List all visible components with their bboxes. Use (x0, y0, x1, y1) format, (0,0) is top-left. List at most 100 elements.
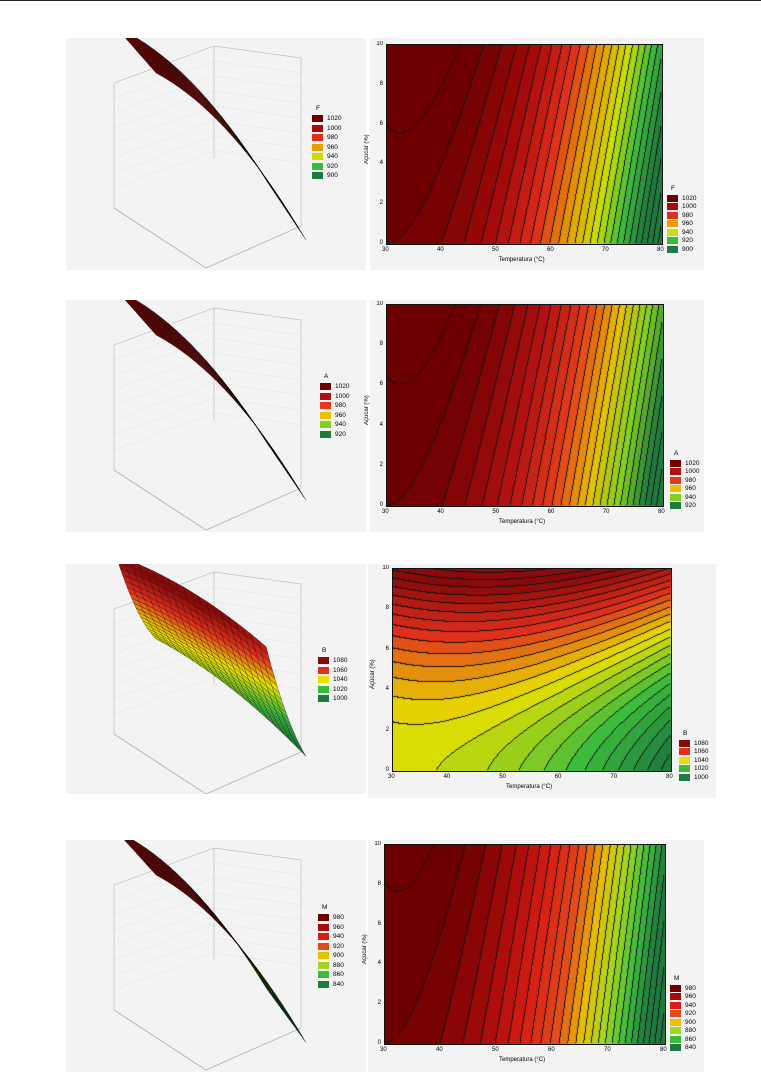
surface-grid-line (213, 907, 302, 921)
surface-grid-line (213, 322, 302, 336)
x-tick-label: 50 (492, 247, 499, 253)
contour-legend-A: A 1020 1000 980 960 940 920 (670, 450, 699, 510)
legend-label: 960 (327, 143, 338, 151)
legend-swatch (670, 459, 681, 467)
contour-legend-entry: 1000 (667, 203, 696, 212)
x-tick-label: 70 (602, 509, 610, 515)
legend-swatch (320, 430, 331, 438)
legend-swatch (670, 1001, 681, 1009)
contour-legend-entry: 880 (670, 1027, 696, 1036)
y-tick-label: 10 (382, 565, 389, 571)
x-axis-label: Temperatura (°C) (498, 257, 545, 263)
legend-swatch (318, 695, 329, 703)
legend-label: 960 (682, 220, 693, 228)
legend-swatch (320, 383, 331, 391)
legend-label: 1060 (333, 666, 348, 674)
surface-facet (258, 639, 269, 656)
legend-swatch (320, 392, 331, 400)
surface-grid-line (213, 150, 302, 164)
legend-swatch (318, 685, 329, 693)
y-tick-label: 6 (377, 920, 381, 927)
legend-label: 1000 (335, 392, 350, 400)
surface-legend-entry: 960 (320, 411, 349, 421)
surface-facet (228, 125, 239, 139)
legend-label: 980 (682, 211, 693, 219)
y-axis-label: Açúcar (%) (364, 394, 370, 425)
legend-swatch (318, 933, 329, 941)
legend-label: 920 (327, 162, 338, 170)
surface-grid-line (113, 60, 215, 99)
y-tick-label: 2 (379, 200, 383, 207)
legend-label: 1040 (333, 676, 348, 684)
y-tick-label: 4 (379, 160, 383, 167)
legend-swatch (670, 1010, 681, 1018)
legend-swatch (318, 923, 329, 931)
surface-grid-line (213, 937, 302, 951)
legend-swatch (670, 493, 681, 501)
legend-label: 840 (685, 1044, 696, 1052)
surface-grid-line (213, 105, 302, 119)
surface-grid-line (213, 135, 302, 149)
contour-legend-entry: 1000 (670, 468, 699, 477)
contour-legend-entry: 1020 (667, 194, 696, 203)
surface-legend-entry: 960 (312, 143, 341, 153)
surface-legend-entry: 900 (318, 951, 344, 961)
contour-fill-M (385, 845, 665, 1044)
contour-legend-entry: 1080 (679, 739, 708, 748)
surface-facet (293, 741, 304, 753)
y-tick-label: 0 (385, 767, 389, 773)
legend-swatch (670, 468, 681, 476)
y-tick-label: 4 (379, 421, 383, 428)
legend-swatch (312, 134, 323, 142)
surface-legend-entry: 940 (318, 932, 344, 942)
legend-label: 1000 (333, 695, 348, 703)
legend-swatch (312, 143, 323, 151)
surface-grid-line (113, 382, 215, 421)
legend-label: 900 (682, 245, 693, 253)
legend-label: 1020 (327, 115, 342, 123)
x-tick-label: 60 (547, 509, 555, 515)
legend-label: 900 (327, 172, 338, 180)
legend-swatch (667, 220, 678, 228)
surface-grid-line (113, 120, 215, 159)
legend-swatch (312, 162, 323, 170)
legend-label: 960 (685, 993, 696, 1001)
legend-label: 1020 (685, 459, 700, 467)
surface-grid-line (113, 877, 215, 916)
contour-legend-entry: 980 (670, 476, 699, 485)
legend-swatch (670, 1027, 681, 1035)
surface-legend-entry: 1020 (320, 382, 349, 392)
surface-panel-M (66, 830, 366, 1072)
contour-legend-entry: 900 (670, 1018, 696, 1027)
contour-legend-F: F 1020 1000 980 960 940 920 900 (667, 185, 696, 254)
legend-label: 920 (685, 502, 696, 510)
contour-legend-entry: 940 (670, 493, 699, 502)
contour-legend-entry: 920 (670, 1010, 696, 1019)
surface-facet (213, 912, 224, 926)
legend-label: 1020 (335, 383, 350, 391)
legend-label: 840 (333, 980, 344, 988)
legend-swatch (670, 485, 681, 493)
surface-grid-line (213, 75, 302, 89)
legend-swatch (670, 476, 681, 484)
contour-legend-entry: 840 (670, 1044, 696, 1053)
surface-facet (258, 168, 269, 184)
x-tick-label: 40 (443, 774, 451, 780)
surface-legend-title: A (324, 373, 329, 380)
surface-box-edge (213, 45, 302, 59)
x-tick-label: 50 (499, 774, 506, 780)
legend-swatch (312, 115, 323, 123)
surface-grid-line (213, 586, 302, 600)
surface-facet (258, 975, 269, 991)
surface-grid-line (213, 90, 302, 104)
legend-label: 1020 (694, 765, 709, 773)
surface-facet (258, 429, 269, 445)
legend-swatch (670, 984, 681, 992)
surface-floor-edge (113, 733, 302, 795)
surface-legend-entry: 1040 (318, 675, 347, 685)
legend-swatch (670, 502, 681, 510)
y-tick-label: 10 (374, 841, 381, 847)
surface-grid-line (213, 877, 302, 891)
legend-label: 980 (327, 134, 338, 142)
legend-label: 1000 (694, 773, 709, 781)
